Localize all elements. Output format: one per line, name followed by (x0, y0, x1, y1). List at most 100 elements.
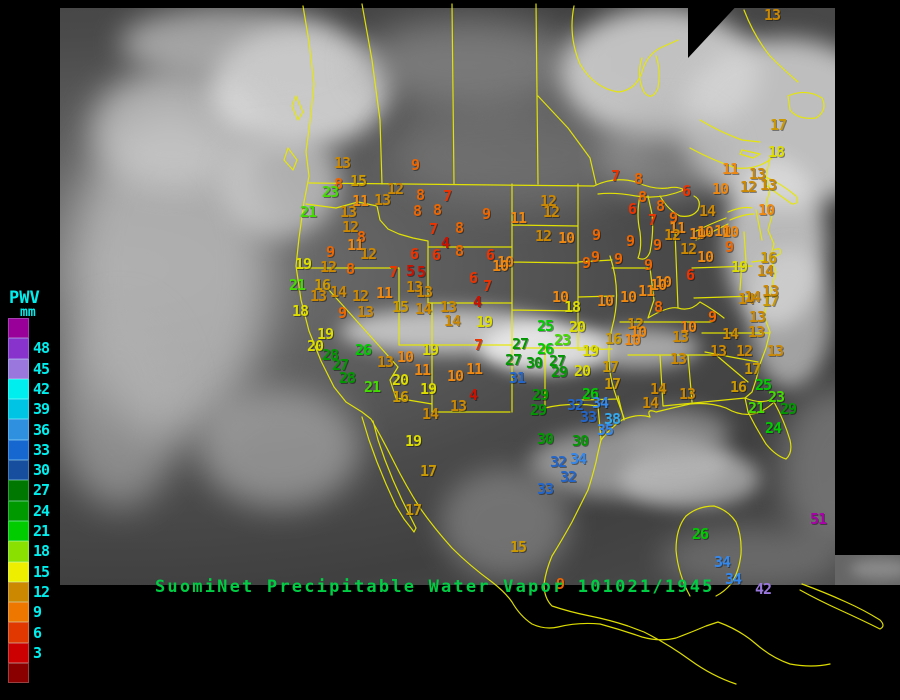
station-value: 28 (338, 369, 356, 388)
station-value: 29 (550, 363, 568, 382)
legend-color-block (8, 642, 29, 664)
station-value: 34 (713, 553, 731, 572)
station-value: 34 (724, 570, 742, 589)
station-value: 13 (449, 397, 467, 416)
legend-color-block (8, 663, 29, 684)
station-value: 29 (779, 400, 797, 419)
station-value: 10 (649, 276, 667, 295)
station-value: 13 (309, 287, 327, 306)
station-value: 9 (707, 308, 717, 327)
station-value: 51 (809, 510, 827, 529)
station-value: 7 (647, 211, 657, 230)
station-value: 14 (421, 405, 439, 424)
station-value: 10 (757, 201, 775, 220)
station-value: 13 (356, 303, 374, 322)
legend-color-block (8, 581, 29, 603)
station-value: 8 (454, 242, 464, 261)
legend-color-block (8, 338, 29, 359)
station-value: 9 (625, 232, 635, 251)
cloud (850, 559, 900, 579)
legend-tick-label: 18 (33, 542, 50, 561)
legend-color-block (8, 622, 29, 643)
station-value: 12 (679, 240, 697, 259)
station-value: 14 (698, 202, 716, 221)
station-value: 18 (767, 143, 785, 162)
station-value: 30 (571, 432, 589, 451)
legend-color-block (8, 500, 29, 521)
station-value: 19 (404, 432, 422, 451)
legend-tick-label: 9 (33, 603, 42, 622)
station-value: 20 (568, 318, 586, 337)
station-value: 19 (294, 255, 312, 274)
legend-tick-label: 45 (33, 359, 50, 378)
station-value: 12 (359, 245, 377, 264)
station-value: 11 (375, 284, 393, 303)
legend-tick-label: 21 (33, 522, 50, 540)
station-value: 7 (482, 277, 492, 296)
legend-color-block (8, 378, 29, 400)
map-caption: SuomiNet Precipitable Water Vapor 101021… (155, 577, 715, 597)
station-value: 10 (721, 223, 739, 242)
station-value: 17 (769, 116, 787, 135)
cloud (200, 388, 360, 508)
cloud (360, 18, 580, 108)
station-value: 19 (419, 380, 437, 399)
legend-unit-label: mm (20, 305, 36, 320)
station-value: 10 (619, 288, 637, 307)
station-value: 21 (747, 399, 765, 418)
station-value: 17 (404, 501, 422, 520)
station-value: 9 (590, 248, 600, 267)
station-value: 32 (559, 468, 577, 487)
legend-tick-label: 3 (33, 643, 42, 662)
station-value: 27 (504, 351, 522, 370)
legend-color-block (8, 399, 29, 420)
station-value: 31 (508, 369, 526, 388)
station-value: 13 (415, 283, 433, 302)
station-value: 13 (376, 353, 394, 372)
legend-tick-label: 27 (33, 481, 50, 500)
station-value: 6 (681, 182, 691, 201)
station-value: 19 (730, 258, 748, 277)
station-value: 15 (509, 538, 527, 557)
station-value: 6 (431, 246, 441, 265)
station-value: 19 (421, 341, 439, 360)
station-value: 12 (663, 226, 681, 245)
station-value: 10 (491, 257, 509, 276)
legend-tick-label: 42 (33, 379, 50, 398)
station-value: 16 (729, 378, 747, 397)
station-value: 20 (573, 362, 591, 381)
legend-tick-label: 6 (33, 623, 42, 642)
station-value: 12 (386, 180, 404, 199)
station-value: 17 (603, 375, 621, 394)
station-value: 25 (536, 317, 554, 336)
station-value: 8 (454, 219, 464, 238)
station-value: 10 (557, 229, 575, 248)
station-value: 11 (413, 361, 431, 380)
legend-color-block (8, 318, 29, 339)
station-value: 23 (321, 183, 339, 202)
station-value: 11 (721, 160, 739, 179)
legend-color-bar (8, 318, 29, 684)
station-value: 13 (671, 328, 689, 347)
station-value: 10 (696, 248, 714, 267)
station-value: 5 (416, 263, 426, 282)
station-value: 19 (475, 313, 493, 332)
legend-title: PWV (9, 288, 40, 308)
station-value: 7 (473, 336, 483, 355)
station-value: 20 (391, 371, 409, 390)
station-value: 12 (542, 203, 560, 222)
legend-color-block (8, 520, 29, 542)
legend-tick-label: 39 (33, 400, 50, 419)
station-value: 12 (735, 342, 753, 361)
station-value: 18 (563, 298, 581, 317)
station-value: 9 (652, 236, 662, 255)
station-value: 12 (739, 178, 757, 197)
station-value: 33 (536, 480, 554, 499)
station-value: 34 (569, 450, 587, 469)
station-value: 42 (754, 580, 772, 599)
station-value: 24 (764, 419, 782, 438)
station-value: 9 (591, 226, 601, 245)
station-value: 4 (468, 386, 478, 405)
station-value: 14 (329, 283, 347, 302)
